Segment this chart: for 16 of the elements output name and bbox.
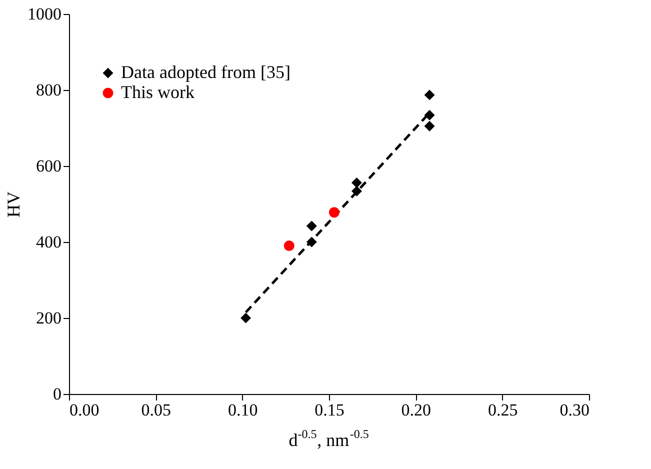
x-tick-label: 0.00	[70, 400, 100, 420]
x-tick-label: 0.20	[401, 400, 432, 420]
y-tick-label: 0	[53, 384, 62, 404]
x-tick-label: 0.30	[560, 400, 590, 420]
x-tick-label: 0.05	[141, 400, 172, 420]
x-tick-label: 0.15	[314, 400, 344, 420]
legend-label: Data adopted from [35]	[121, 62, 290, 82]
x-tick-label: 0.10	[228, 400, 258, 420]
y-tick-label: 400	[36, 232, 62, 252]
y-tick-label: 800	[36, 80, 62, 100]
legend-label: This work	[121, 82, 194, 102]
y-tick-label: 600	[36, 156, 62, 176]
y-axis-title: HV	[4, 192, 24, 218]
y-tick-label: 1000	[28, 4, 62, 24]
x-tick-label: 0.25	[488, 400, 518, 420]
y-tick-label: 200	[36, 308, 62, 328]
